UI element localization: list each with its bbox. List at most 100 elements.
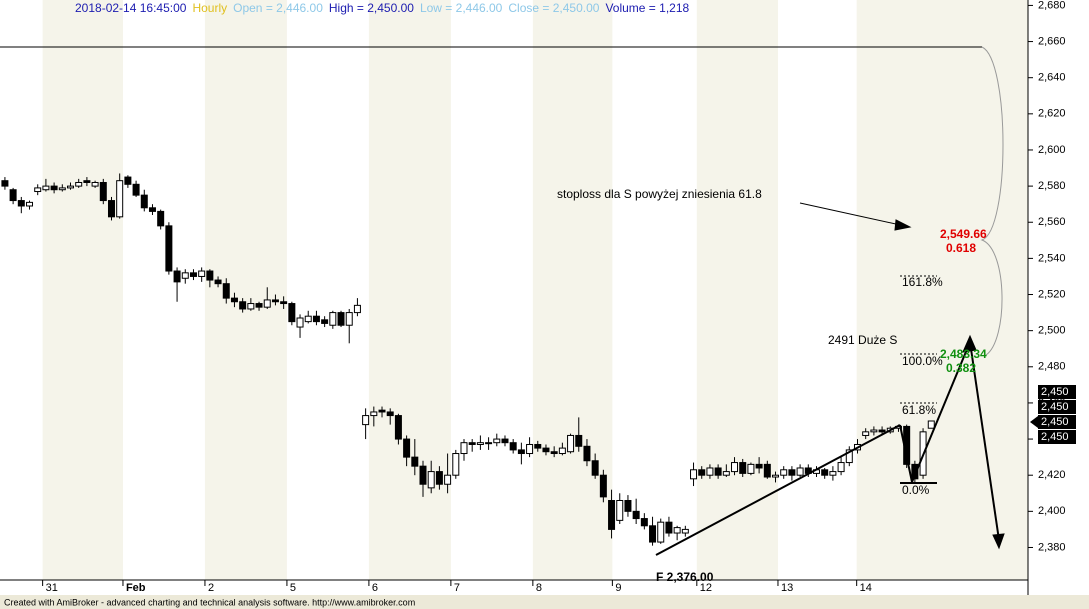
header-item: 2018-02-14 16:45:00	[75, 1, 187, 15]
footer: Created with AmiBroker - advanced charti…	[4, 597, 415, 607]
header-item: Open = 2,446.00	[233, 1, 323, 15]
candle-body	[837, 462, 845, 473]
candle-body	[230, 297, 238, 303]
candle-body	[599, 474, 607, 498]
candle-body	[214, 279, 222, 285]
candle-body	[304, 315, 312, 323]
header: 2018-02-14 16:45:00 Hourly Open = 2,446.00…	[75, 1, 689, 15]
x-tick-label: 8	[536, 582, 542, 594]
annotation: 0.0%	[902, 483, 930, 497]
y-tick-label: 2,480	[1038, 361, 1066, 373]
candle-body	[722, 471, 730, 476]
header-item: High = 2,450.00	[329, 1, 414, 15]
candle-body	[427, 471, 435, 489]
candle-body	[435, 471, 443, 485]
candle-body	[34, 187, 42, 193]
candle-body	[157, 210, 165, 227]
candle-body	[509, 442, 517, 451]
candle-body	[485, 442, 493, 445]
candle-body	[107, 200, 115, 218]
candle-body	[419, 465, 427, 485]
candle-body	[608, 499, 616, 530]
y-tick-label: 2,500	[1038, 325, 1066, 337]
candle-body	[132, 183, 140, 196]
candle-body	[124, 176, 132, 185]
annotation: 100.0%	[902, 354, 943, 368]
x-tick-label: Feb	[126, 582, 146, 594]
header-item: Low = 2,446.00	[420, 1, 503, 15]
candle-body	[165, 225, 173, 272]
annotation: stoploss dla S powyżej zniesienia 61.8	[557, 187, 762, 201]
candle-body	[468, 442, 476, 445]
candle-body	[403, 438, 411, 458]
day-band	[532, 0, 613, 580]
candle-body	[526, 443, 534, 455]
candle-body	[370, 411, 378, 417]
annotation: 2491 Duże S	[828, 333, 897, 347]
header-item: Hourly	[192, 1, 227, 15]
candle-body	[386, 411, 394, 417]
y-tick-label: 2,600	[1038, 144, 1066, 156]
x-tick-label: 12	[700, 582, 712, 594]
candle-body	[263, 299, 271, 308]
candle-body	[780, 469, 788, 476]
trend-line	[911, 341, 971, 483]
y-axis-area	[1028, 0, 1089, 595]
annotation: 61.8%	[902, 403, 936, 417]
x-tick-label: 6	[372, 582, 378, 594]
price-box	[1038, 385, 1076, 399]
candle-body	[747, 463, 755, 474]
trend-line	[899, 424, 913, 483]
price-box	[1038, 400, 1076, 414]
candle-body	[616, 499, 624, 521]
candle-body	[739, 462, 747, 474]
candle-body	[649, 525, 657, 543]
arrow-line	[969, 341, 1000, 541]
annotation: 2,483.34	[940, 347, 987, 361]
y-tick-label: 2,640	[1038, 72, 1066, 84]
candle-body	[353, 304, 361, 314]
candle-body	[116, 180, 124, 218]
y-tick-label: 2,380	[1038, 541, 1066, 553]
footer-bar	[0, 595, 1089, 609]
y-tick-label: 2,520	[1038, 288, 1066, 300]
candle-body	[91, 181, 99, 187]
candle-body	[362, 415, 370, 426]
day-band	[204, 0, 287, 580]
candle-body	[862, 431, 870, 436]
day-bands	[42, 0, 1028, 580]
candle-body	[378, 409, 386, 413]
candle-body	[821, 469, 829, 476]
candle-body	[673, 527, 681, 534]
candle-body	[296, 317, 304, 328]
candle-body	[517, 449, 525, 455]
day-band	[368, 0, 451, 580]
candle-body	[181, 272, 189, 279]
candle-body	[755, 463, 763, 469]
candle-body	[75, 181, 83, 187]
candle-body	[558, 447, 566, 455]
arrow-head	[992, 533, 1005, 550]
y-tick-label: 2,580	[1038, 180, 1066, 192]
arrow-head	[962, 334, 977, 353]
candle-body	[452, 453, 460, 476]
candle-body	[714, 467, 722, 476]
candle-body	[493, 438, 501, 444]
price-pointer	[1030, 416, 1038, 428]
candle-body	[829, 471, 837, 476]
day-band	[696, 0, 778, 580]
candle-body	[345, 312, 353, 326]
candle-body	[329, 312, 337, 326]
candle-body	[312, 315, 320, 323]
candle-body	[50, 185, 58, 191]
candle-body	[321, 319, 329, 324]
price-box	[1038, 415, 1076, 429]
candle-body	[280, 301, 288, 305]
candle-body	[665, 521, 673, 534]
candle-body	[657, 521, 665, 543]
candle-body	[624, 499, 632, 512]
candle-body	[698, 469, 706, 476]
candle-body	[763, 463, 771, 478]
x-tick-label: 7	[454, 582, 460, 594]
